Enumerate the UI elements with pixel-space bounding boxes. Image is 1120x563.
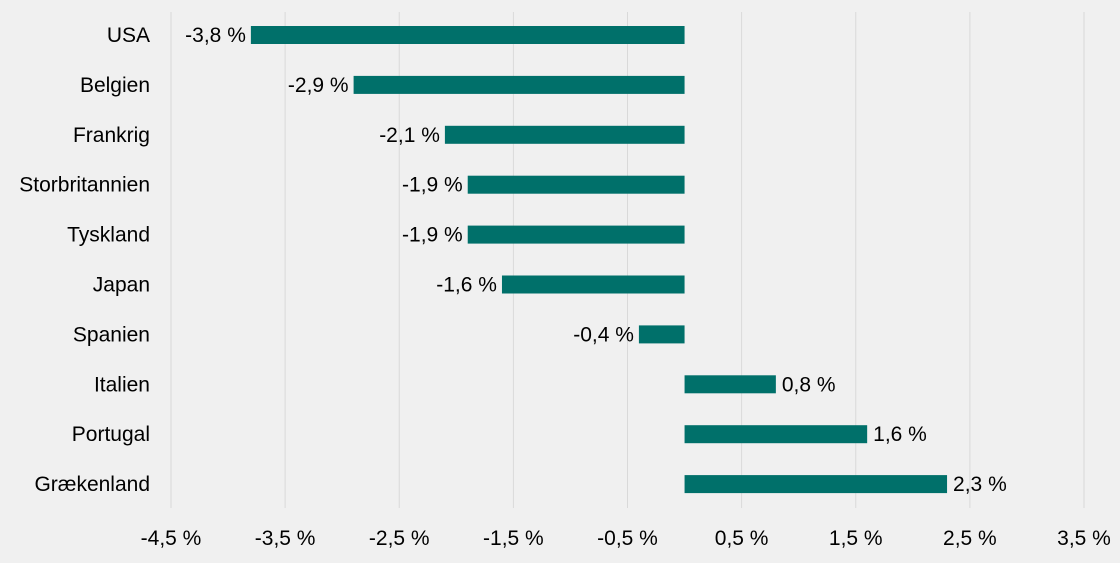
- category-label: Frankrig: [73, 124, 150, 147]
- x-tick-label: 3,5 %: [1057, 527, 1111, 550]
- bar: [250, 26, 685, 44]
- bar: [684, 425, 868, 444]
- bar: [444, 125, 685, 144]
- category-label: Storbritannien: [19, 174, 150, 197]
- x-tick-label: -3,5 %: [255, 527, 316, 550]
- x-tick-label: -4,5 %: [141, 527, 202, 550]
- data-label: 1,6 %: [873, 423, 927, 446]
- x-axis-tick-labels: -4,5 % -3,5 % -2,5 % -1,5 % -0,5 % 0,5 % 1,5 %…: [141, 527, 1111, 550]
- gridlines: [170, 12, 1085, 508]
- x-tick-label: 0,5 %: [715, 527, 769, 550]
- data-label: -2,9 %: [288, 74, 349, 97]
- bar: [501, 275, 685, 294]
- bar: [684, 375, 776, 394]
- data-labels: -3,8 % -2,9 % -2,1 % -1,9 % -1,9 % -1,6 % -0,4…: [185, 24, 1007, 496]
- data-label: -1,9 %: [402, 224, 463, 247]
- category-label: Belgien: [80, 74, 150, 97]
- category-label: Grækenland: [34, 473, 150, 496]
- data-label: -1,6 %: [436, 274, 497, 297]
- data-label: 2,3 %: [953, 473, 1007, 496]
- category-label: Spanien: [73, 323, 150, 346]
- bar: [467, 225, 685, 244]
- x-tick-label: -2,5 %: [369, 527, 430, 550]
- category-label: Tyskland: [67, 224, 150, 247]
- x-tick-label: -0,5 %: [597, 527, 658, 550]
- x-tick-label: 2,5 %: [943, 527, 997, 550]
- data-label: -3,8 %: [185, 24, 246, 47]
- category-labels: USA Belgien Frankrig Storbritannien Tyskland…: [19, 24, 150, 496]
- bar: [353, 75, 685, 94]
- bar: [684, 475, 948, 494]
- x-tick-label: -1,5 %: [483, 527, 544, 550]
- data-label: 0,8 %: [782, 373, 836, 396]
- bars: [250, 26, 948, 494]
- x-tick-label: 1,5 %: [829, 527, 883, 550]
- category-label: Portugal: [72, 423, 150, 446]
- category-label: Italien: [94, 373, 150, 396]
- category-label: USA: [107, 24, 150, 47]
- data-label: -0,4 %: [573, 323, 634, 346]
- bar: [467, 175, 685, 194]
- bar: [638, 325, 685, 344]
- category-label: Japan: [93, 274, 150, 297]
- data-label: -2,1 %: [379, 124, 440, 147]
- data-label: -1,9 %: [402, 174, 463, 197]
